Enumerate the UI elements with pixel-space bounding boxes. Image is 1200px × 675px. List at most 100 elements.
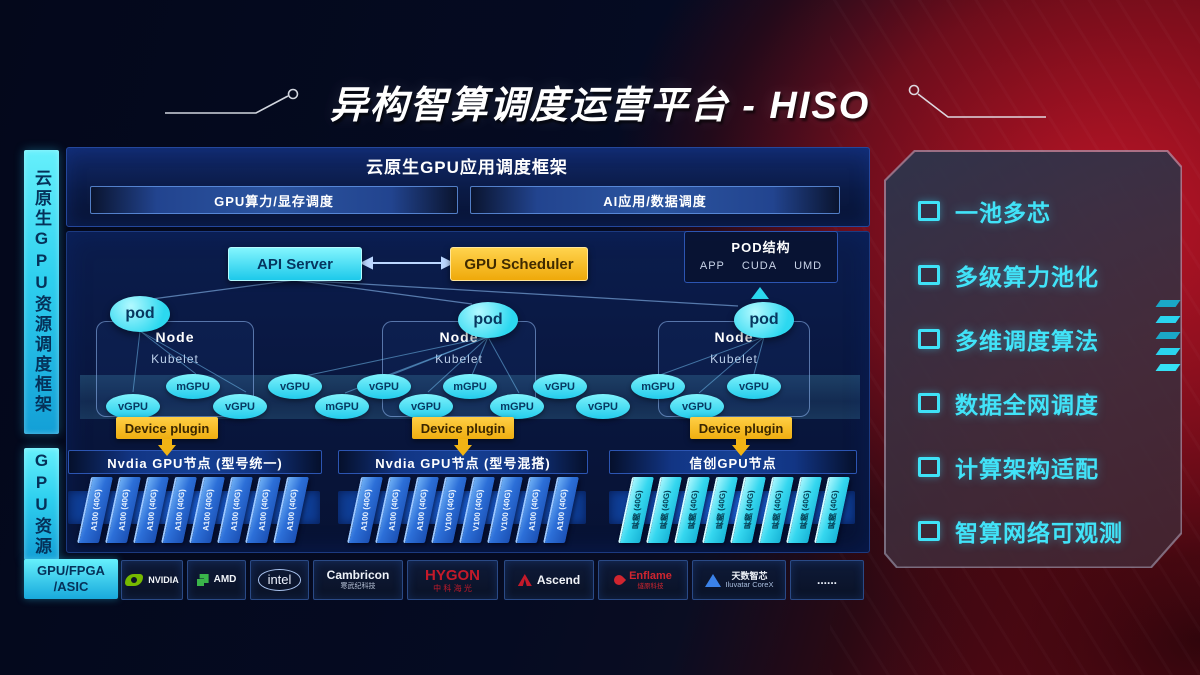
mgpu-oval: mGPU [490, 394, 544, 419]
vendor-subtitle: 燧原科技 [637, 582, 664, 590]
vendor-logo-cambricon: Cambricon 寒武纪科技 [313, 560, 403, 600]
gpu-card-label: A100 (40G) [257, 489, 271, 531]
pod-layer-umd: UMD [794, 260, 823, 272]
gpu-group-header-xinchuang: 信创GPU节点 [609, 450, 857, 474]
gpu-fpga-asic-label: GPU/FPGA /ASIC [24, 559, 118, 599]
gpu-card-label: 昇腾 (40G) [686, 490, 700, 530]
vgpu-oval: vGPU [670, 394, 724, 419]
gpu-card-label: V100 (40G) [471, 489, 485, 531]
gpu-card-label: A100 (40G) [527, 489, 541, 531]
feature-item: 多维调度算法 [918, 324, 1099, 354]
feature-label: 多级算力池化 [955, 264, 1099, 290]
page-title: 异构智算调度运营平台 - HISO [329, 85, 871, 127]
gpu-card-label: A100 (40G) [173, 489, 187, 531]
down-arrow-icon [736, 439, 746, 445]
vgpu-oval: vGPU [213, 394, 267, 419]
vendor-name: ...... [816, 573, 837, 587]
gpu-card-label: A100 (40G) [387, 489, 401, 531]
down-arrow-icon [458, 439, 468, 445]
rail-gpu-resource: GPU资源 [24, 448, 59, 560]
feature-item: 多级算力池化 [918, 260, 1099, 290]
vendor-logo-ascend: Ascend [504, 560, 594, 600]
device-plugin-1: Device plugin [116, 417, 218, 439]
gpu-card-label: 昇腾 (40G) [658, 490, 672, 530]
vgpu-oval: vGPU [268, 374, 322, 399]
ai-app-data-scheduling-bar: AI应用/数据调度 [470, 186, 840, 214]
pod-layer-app: APP [699, 260, 725, 272]
device-plugin-3: Device plugin [690, 417, 792, 439]
gpu-card-label: A100 (40G) [117, 489, 131, 531]
feature-item: 计算架构适配 [918, 452, 1099, 482]
mgpu-oval: mGPU [315, 394, 369, 419]
gpu-card-zone-2: A100 (40G) A100 (40G) A100 (40G) V100 (40G)… [338, 477, 586, 547]
square-bullet-icon [918, 329, 940, 349]
app-scheduling-framework-title: 云原生GPU应用调度框架 [366, 158, 568, 177]
vendor-name: NVIDIA [148, 574, 179, 585]
up-arrow-icon [751, 287, 769, 299]
feature-item: 一池多芯 [918, 196, 1051, 226]
gpu-card-label: 昇腾 (40G) [742, 490, 756, 530]
gpu-group-header-uniform: Nvdia GPU节点 (型号统一) [68, 450, 322, 474]
gpu-card-label: A100 (40G) [201, 489, 215, 531]
gpu-card-zone-3: 昇腾 (40G) 昇腾 (40G) 昇腾 (40G) 昇腾 (40G) 昇腾 (40G)… [609, 477, 855, 547]
vendor-logo-enflame: Enflame 燧原科技 [598, 560, 688, 600]
down-arrow-icon [158, 445, 176, 456]
square-bullet-icon [918, 393, 940, 413]
vendor-logo-amd: AMD [187, 560, 246, 600]
gpu-card-zone-1: A100 (40G) A100 (40G) A100 (40G) A100 (40G)… [68, 477, 320, 547]
gpu-card-label: A100 (40G) [415, 489, 429, 531]
gpu-compute-memory-scheduling-bar: GPU算力/显存调度 [90, 186, 458, 214]
square-bullet-icon [918, 457, 940, 477]
vendor-logo-iluvatar: 天数智芯 Iluvatar CoreX [692, 560, 786, 600]
vgpu-oval: vGPU [399, 394, 453, 419]
nvidia-logo-icon [125, 574, 144, 586]
vendor-name: Enflame [629, 569, 672, 582]
down-arrow-icon [162, 439, 172, 445]
vgpu-oval: vGPU [727, 374, 781, 399]
feature-label: 智算网络可观测 [955, 520, 1123, 546]
gpu-card-label: A100 (40G) [89, 489, 103, 531]
vendor-label-line2: /ASIC [53, 579, 89, 594]
kubelet-label: Kubelet [151, 352, 199, 366]
pod-bubble: pod [734, 302, 794, 338]
square-bullet-icon [918, 265, 940, 285]
vendor-name: HYGON [424, 566, 480, 584]
gpu-card-label: A100 (40G) [145, 489, 159, 531]
vendor-name: Ascend [536, 573, 581, 587]
gpu-card-label: A100 (40G) [285, 489, 299, 531]
flame-logo-icon [612, 572, 627, 588]
vendor-name: intel [257, 569, 302, 591]
vendor-subtitle: 寒武纪科技 [340, 582, 376, 590]
feature-item: 智算网络可观测 [918, 516, 1123, 546]
gpu-card-label: 昇腾 (40G) [798, 490, 812, 530]
feature-label: 数据全网调度 [955, 392, 1099, 418]
gpu-card-label: V100 (40G) [499, 489, 513, 531]
mgpu-oval: mGPU [443, 374, 497, 399]
gpu-card-label: V100 (40G) [443, 489, 457, 531]
kubelet-label: Kubelet [710, 352, 758, 366]
vgpu-oval: vGPU [533, 374, 587, 399]
vendor-subtitle: 中 科 海 光 [433, 584, 472, 594]
pod-structure-title: POD结构 [731, 240, 791, 255]
vendor-logo-nvidia: NVIDIA [121, 560, 183, 600]
square-bullet-icon [918, 201, 940, 221]
vgpu-oval: vGPU [576, 394, 630, 419]
down-arrow-icon [732, 445, 750, 456]
feature-panel-frame [884, 150, 1182, 568]
rail-label: 云原生GPU资源调度框架 [32, 169, 51, 415]
gpu-scheduler-box: GPU Scheduler [450, 247, 588, 281]
pod-bubble: pod [458, 302, 518, 338]
vendor-name: Cambricon [326, 568, 390, 583]
gpu-card-label: A100 (40G) [229, 489, 243, 531]
gpu-card-label: 昇腾 (40G) [770, 490, 784, 530]
square-bullet-icon [918, 521, 940, 541]
pod-bubble: pod [110, 296, 170, 332]
device-plugin-2: Device plugin [412, 417, 514, 439]
vendor-name: 天数智芯 [731, 570, 768, 581]
rail-label: GPU资源 [32, 451, 51, 557]
gpu-card-label: 昇腾 (40G) [714, 490, 728, 530]
vendor-label-line1: GPU/FPGA [37, 563, 105, 578]
rail-cloud-native-framework: 云原生GPU资源调度框架 [24, 150, 59, 434]
node-title: Node [439, 329, 479, 345]
